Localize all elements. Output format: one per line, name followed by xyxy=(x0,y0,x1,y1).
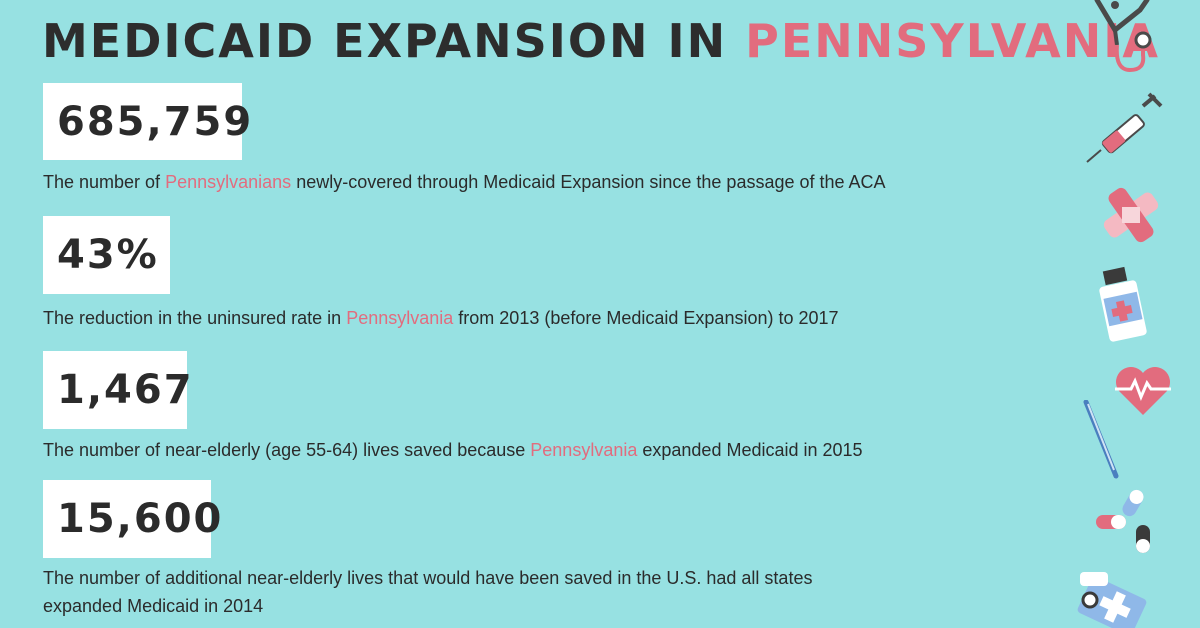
stat-description: The reduction in the uninsured rate in P… xyxy=(43,304,839,332)
page-title: MEDICAID EXPANSION IN PENNSYLVANIA xyxy=(42,14,1160,68)
stat-value: 15,600 xyxy=(57,496,224,542)
thermometer-icon xyxy=(1083,400,1119,479)
stat-value: 43% xyxy=(57,232,159,278)
title-prefix: MEDICAID EXPANSION IN xyxy=(42,14,728,68)
stat-value-box: 43% xyxy=(43,216,170,294)
desc-text: The number of near-elderly (age 55-64) l… xyxy=(43,440,526,460)
stat-description: The number of additional near-elderly li… xyxy=(43,564,812,620)
stat-description: The number of Pennsylvanians newly-cover… xyxy=(43,168,886,196)
desc-text: expanded Medicaid in 2015 xyxy=(642,440,863,460)
desc-highlight: Pennsylvanians xyxy=(165,172,292,192)
stat-description: The number of near-elderly (age 55-64) l… xyxy=(43,436,863,464)
stat-value-box: 15,600 xyxy=(43,480,221,558)
desc-text: The reduction in the uninsured rate in xyxy=(43,308,342,328)
capsules-icon xyxy=(1096,489,1150,553)
desc-highlight: Pennsylvania xyxy=(346,308,454,328)
bandage-icon xyxy=(1103,187,1159,243)
desc-line: expanded Medicaid in 2014 xyxy=(43,596,264,616)
desc-line: The number of additional near-elderly li… xyxy=(43,568,813,588)
desc-text: from 2013 (before Medicaid Expansion) to… xyxy=(458,308,839,328)
stethoscope-icon xyxy=(1094,0,1152,73)
title-highlight: PENNSYLVANIA xyxy=(745,14,1160,68)
stat-value: 1,467 xyxy=(57,367,194,413)
syringe-icon xyxy=(1086,92,1163,163)
pill-bottle-icon xyxy=(1099,266,1147,342)
stat-value-box: 1,467 xyxy=(43,351,192,429)
heart-pulse-icon xyxy=(1115,367,1171,415)
medical-kit-icon xyxy=(1077,572,1147,628)
desc-highlight: Pennsylvania xyxy=(530,440,638,460)
stat-value: 685,759 xyxy=(57,98,254,145)
stat-value-box: 685,759 xyxy=(43,83,251,160)
desc-text: The number of xyxy=(43,172,161,192)
desc-text: newly-covered through Medicaid Expansion… xyxy=(296,172,886,192)
